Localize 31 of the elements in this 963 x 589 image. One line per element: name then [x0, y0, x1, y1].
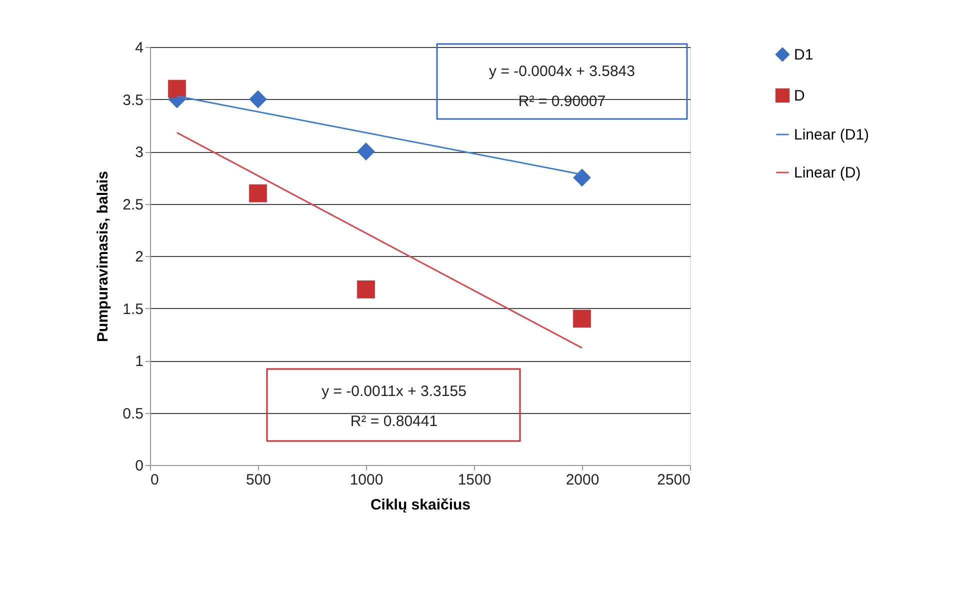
x-tick-label: 1500: [458, 472, 492, 488]
point: [573, 310, 591, 328]
x-axis-title: Ciklų skaičius: [370, 496, 471, 514]
y-tick-label: 3: [135, 144, 144, 161]
annotation: y = -0.0011x + 3.3155: [322, 383, 466, 400]
y-tick-label: 4: [135, 40, 144, 56]
legend-label: D1: [794, 46, 814, 64]
y-tick-label: 2: [135, 248, 144, 266]
y-tick-label: 1.5: [122, 300, 144, 318]
y-tick-label: 2.5: [122, 196, 144, 214]
x-tick-label: 1000: [350, 472, 384, 488]
y-tick-label: 1: [135, 353, 144, 370]
point: [249, 90, 267, 108]
y-axis-title: Pumpuravimasis, balais: [94, 171, 112, 342]
point: [168, 80, 186, 98]
point: [249, 184, 267, 202]
y-tick-label: 0: [135, 458, 144, 474]
point: [357, 280, 375, 298]
x-tick-label: 2500: [657, 472, 690, 488]
legend-label: Linear (D1): [794, 126, 870, 144]
x-tick-label: 2000: [566, 472, 600, 488]
legend-label: D: [794, 88, 805, 104]
x-tick-label: 500: [246, 472, 272, 488]
annotation: R² = 0.80441: [350, 413, 438, 430]
x-tick-label: 0: [150, 472, 159, 488]
y-tick-label: 3.5: [122, 92, 144, 109]
point: [357, 142, 375, 160]
y-tick-label: 0.5: [122, 405, 144, 422]
point: [573, 168, 591, 187]
annotation: y = -0.0004x + 3.5843: [489, 63, 635, 80]
legend-label: Linear (D): [794, 164, 861, 182]
